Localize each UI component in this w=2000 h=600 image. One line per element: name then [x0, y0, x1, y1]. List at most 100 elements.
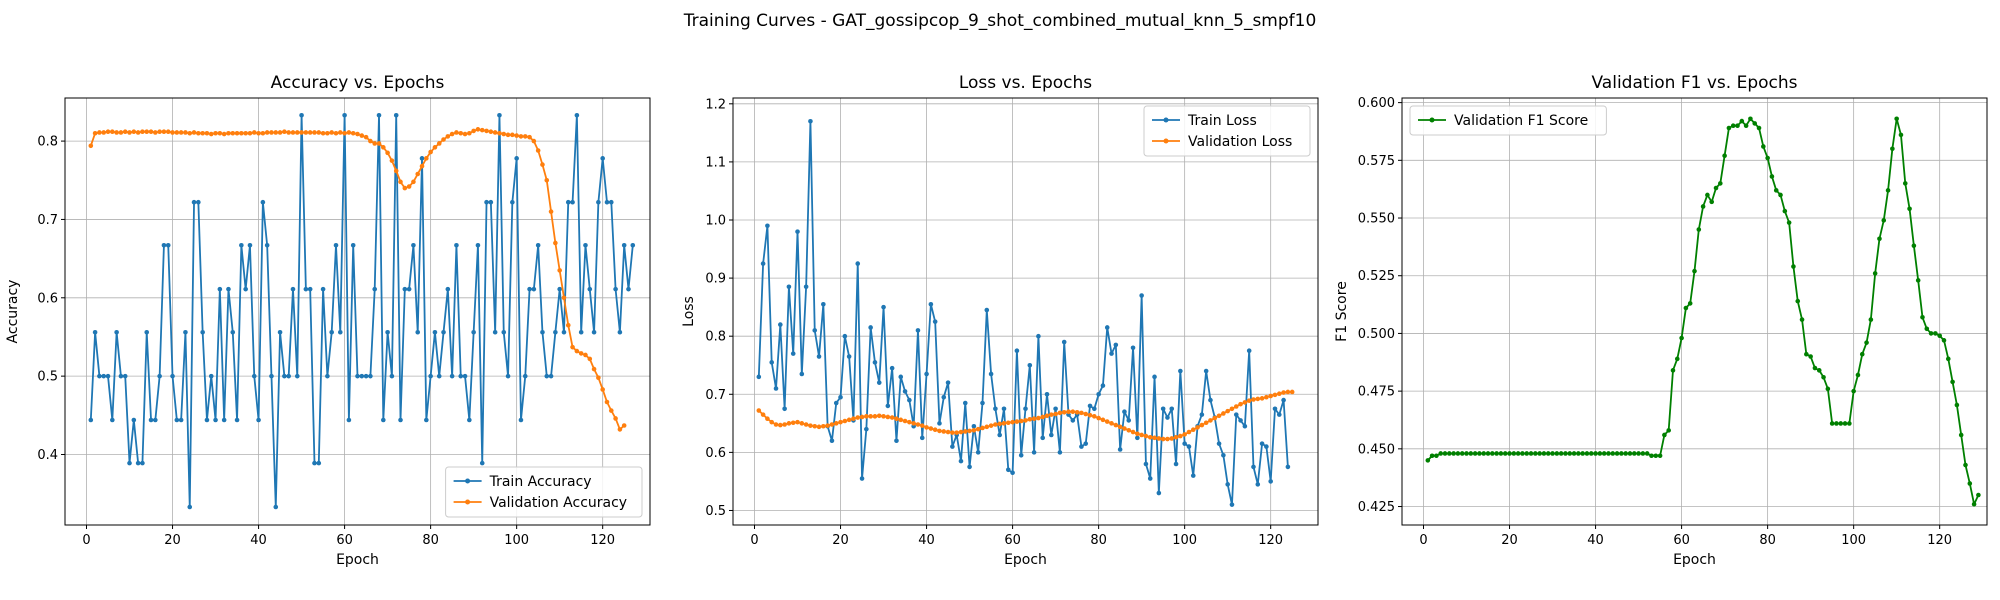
data-point — [596, 375, 601, 381]
data-point — [971, 428, 977, 433]
data-point — [769, 360, 775, 365]
data-point — [1705, 192, 1710, 198]
data-point — [1285, 464, 1291, 470]
data-point — [1203, 368, 1209, 374]
series-line — [89, 114, 634, 508]
data-point — [1096, 415, 1101, 421]
data-point — [1644, 451, 1650, 456]
data-point — [604, 399, 610, 405]
data-point — [247, 243, 253, 248]
data-point — [997, 432, 1002, 438]
data-point — [825, 423, 830, 428]
data-point — [1264, 444, 1269, 449]
data-point — [1281, 390, 1286, 395]
data-point — [1674, 356, 1680, 362]
data-point — [1924, 326, 1930, 332]
data-point — [1135, 431, 1140, 437]
y-tick-label: 1.1 — [705, 155, 726, 170]
data-point — [419, 156, 425, 161]
data-point — [307, 286, 313, 292]
data-point — [962, 429, 968, 434]
data-point — [1178, 433, 1183, 439]
data-point — [591, 329, 597, 335]
data-point — [782, 406, 787, 412]
data-point — [462, 373, 468, 379]
data-point — [1285, 389, 1291, 395]
data-point — [385, 329, 390, 335]
data-point — [1606, 451, 1611, 456]
data-point — [1528, 451, 1534, 456]
data-point — [436, 141, 442, 146]
data-point — [1027, 362, 1033, 368]
data-point — [950, 430, 955, 435]
data-point — [962, 400, 968, 406]
data-point — [527, 134, 532, 140]
data-point — [157, 373, 162, 379]
data-point — [1515, 451, 1521, 456]
series-validation-f1-score — [1425, 116, 1981, 507]
data-point — [428, 149, 433, 155]
series-line — [1427, 117, 1980, 506]
data-point — [208, 373, 214, 379]
data-point — [1490, 451, 1495, 456]
data-point — [626, 286, 631, 292]
data-point — [1001, 421, 1007, 426]
data-point — [269, 130, 274, 135]
data-point — [894, 438, 899, 444]
data-point — [1971, 501, 1977, 507]
data-point — [372, 286, 378, 292]
x-tick-label: 120 — [1927, 533, 1952, 548]
data-point — [1481, 451, 1487, 456]
data-point — [342, 112, 347, 118]
data-point — [1152, 435, 1157, 441]
data-point — [230, 130, 236, 136]
data-point — [928, 426, 934, 431]
data-point — [389, 373, 395, 379]
data-point — [239, 130, 244, 136]
data-point — [868, 414, 873, 419]
data-point — [157, 129, 162, 134]
y-tick-label: 1.0 — [705, 214, 726, 229]
data-point — [492, 130, 498, 135]
data-point — [127, 130, 132, 135]
data-point — [846, 354, 852, 359]
data-point — [1425, 458, 1431, 463]
legend-marker — [1163, 117, 1169, 123]
data-point — [488, 199, 494, 205]
data-point — [967, 428, 972, 434]
data-point — [393, 168, 399, 174]
data-point — [183, 329, 188, 335]
data-point — [617, 329, 623, 335]
data-point — [105, 129, 111, 134]
data-point — [1743, 123, 1749, 128]
data-point — [889, 415, 895, 420]
data-point — [363, 134, 369, 140]
data-point — [1109, 351, 1114, 356]
series-validation-accuracy — [88, 127, 627, 432]
data-point — [621, 243, 627, 248]
data-point — [1709, 199, 1715, 205]
data-point — [898, 417, 904, 423]
data-point — [1113, 422, 1119, 428]
grid — [1402, 98, 1987, 525]
data-point — [518, 134, 524, 139]
data-point — [488, 129, 494, 134]
legend-label: Train Loss — [1187, 113, 1257, 129]
data-point — [135, 460, 141, 466]
data-point — [406, 286, 412, 292]
data-point — [217, 286, 223, 292]
data-point — [868, 325, 873, 330]
data-point — [234, 417, 240, 423]
data-point — [1847, 421, 1852, 426]
data-point — [234, 130, 240, 136]
data-point — [372, 141, 378, 146]
data-point — [608, 199, 614, 205]
data-point — [213, 417, 218, 423]
data-point — [1186, 429, 1192, 435]
data-point — [570, 344, 575, 350]
data-point — [355, 373, 360, 379]
data-point — [531, 138, 537, 144]
y-tick-label: 0.5 — [705, 504, 726, 519]
data-point — [1778, 192, 1783, 198]
data-point — [1208, 397, 1213, 403]
